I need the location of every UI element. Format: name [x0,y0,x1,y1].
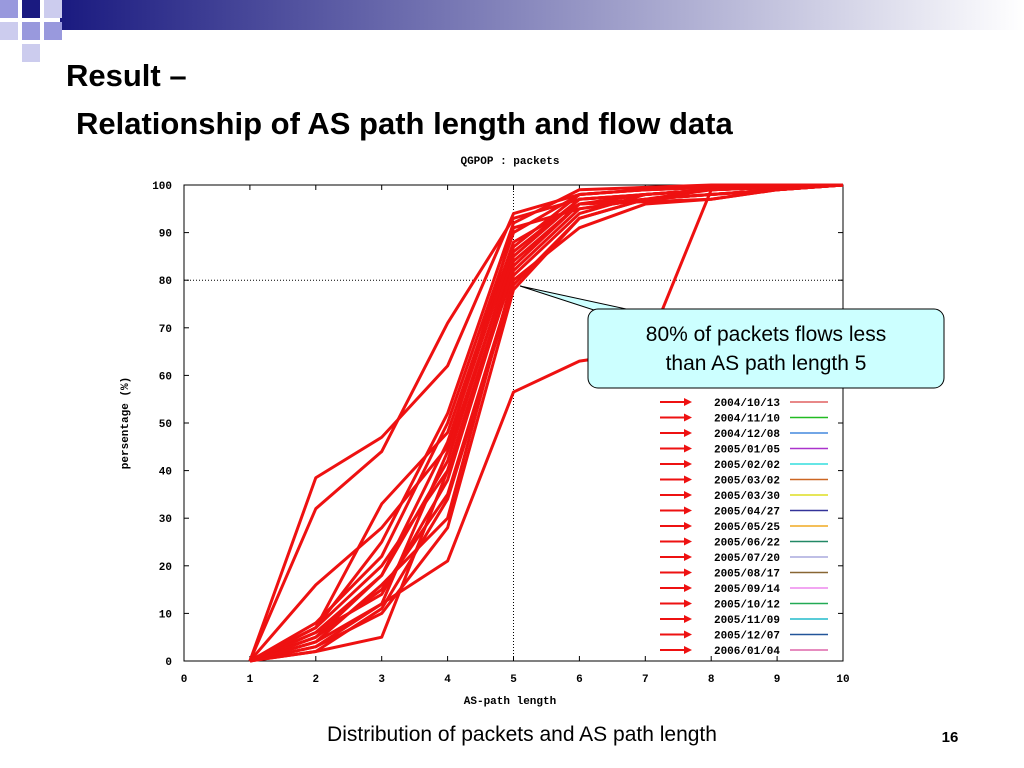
legend-label: 2005/08/17 [714,569,780,581]
legend-label: 2004/10/13 [714,398,780,410]
legend-label: 2004/11/10 [714,414,780,426]
x-tick-label: 9 [774,674,781,686]
y-tick-label: 20 [159,562,172,574]
legend-label: 2005/07/20 [714,553,780,565]
legend-label: 2005/03/02 [714,476,780,488]
y-tick-label: 30 [159,514,172,526]
x-tick-label: 0 [181,674,188,686]
legend-arrow-head [684,568,692,577]
legend-arrow-head [684,475,692,484]
y-tick-label: 70 [159,324,172,336]
legend-label: 2005/05/25 [714,522,780,534]
callout-box [587,308,945,389]
legend-label: 2005/11/09 [714,615,780,627]
y-tick-label: 10 [159,609,172,621]
legend-arrow-head [684,491,692,499]
legend-label: 2005/04/27 [714,507,780,519]
legend-arrow-head [684,630,692,639]
caption: Distribution of packets and AS path leng… [327,723,717,746]
legend-arrow-head [684,522,692,530]
legend-label: 2005/06/22 [714,538,780,550]
y-tick-label: 80 [159,276,172,288]
callout-cover [601,310,639,313]
y-tick-label: 100 [152,181,172,193]
y-axis-label: persentage (%) [120,377,132,469]
x-tick-label: 10 [836,674,849,686]
series-line [249,183,844,663]
x-tick-label: 4 [444,674,451,686]
slide-title: Result – [66,58,187,93]
legend-label: 2005/03/30 [714,491,780,503]
slide-title: Relationship of AS path length and flow … [76,106,733,141]
x-tick-label: 3 [378,674,385,686]
legend-label: 2006/01/04 [714,646,780,658]
legend-arrow-head [684,398,692,406]
legend-label: 2005/10/12 [714,600,780,612]
y-tick-label: 40 [159,467,172,479]
x-tick-label: 7 [642,674,649,686]
legend-label: 2005/02/02 [714,460,780,472]
legend-label: 2005/01/05 [714,445,780,457]
legend-arrow-head [684,460,692,468]
y-tick-label: 60 [159,371,172,383]
legend-label: 2005/12/07 [714,631,780,643]
legend-arrow-head [684,413,692,422]
legend-label: 2005/09/14 [714,584,780,596]
series-line [249,183,843,663]
y-tick-label: 50 [159,419,172,431]
x-tick-label: 1 [247,674,254,686]
header-bar [60,0,1024,30]
x-tick-label: 2 [312,674,319,686]
legend-arrow-head [684,429,692,437]
legend-arrow-head [684,599,692,608]
legend-arrow-head [684,444,692,453]
x-axis-label: AS-path length [464,696,556,708]
x-tick-label: 5 [510,674,517,686]
legend-arrow-head [684,584,692,592]
y-tick-label: 0 [165,657,172,669]
x-tick-label: 8 [708,674,715,686]
legend-arrow-head [684,506,692,515]
series-line [249,183,844,663]
chart-title: QGPOP : packets [460,156,559,168]
callout-text: 80% of packets flows less [646,323,886,346]
page-number: 16 [942,729,959,746]
legend-arrow-head [684,615,692,623]
x-tick-label: 6 [576,674,583,686]
legend-arrow-head [684,537,692,546]
y-tick-label: 90 [159,229,172,241]
legend-arrow-head [684,646,692,654]
legend-label: 2004/12/08 [714,429,780,441]
legend-arrow-head [684,553,692,561]
chart: QGPOP : packets AS-path length persentage … [120,156,945,708]
callout-text: than AS path length 5 [666,352,867,375]
decor-squares [0,0,62,62]
callout-pointer [519,285,641,313]
